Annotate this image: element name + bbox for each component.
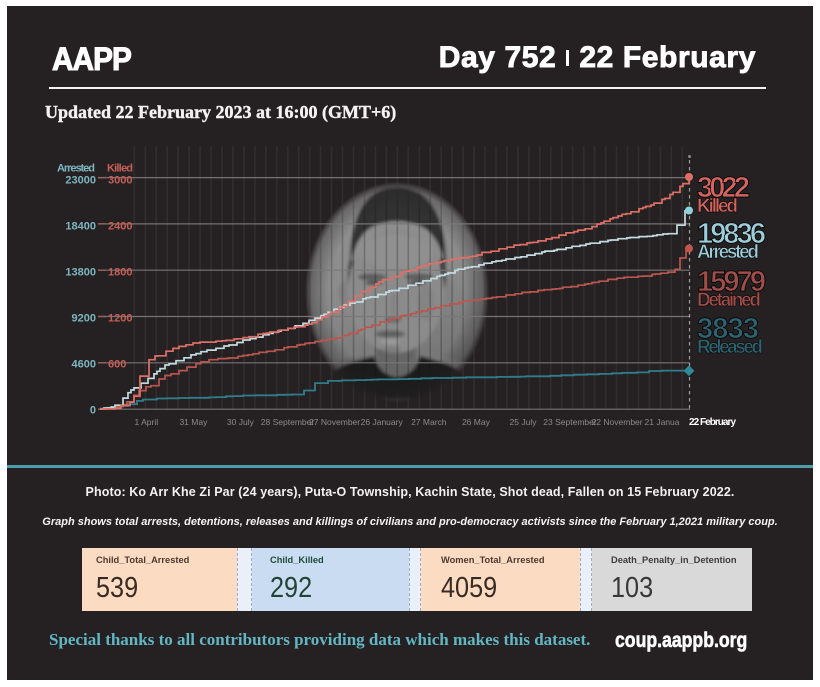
svg-text:25 July: 25 July xyxy=(510,417,538,427)
svg-text:0: 0 xyxy=(90,405,96,417)
svg-text:3833: 3833 xyxy=(697,313,759,345)
svg-text:Killed: Killed xyxy=(697,196,738,217)
svg-text:Arrested: Arrested xyxy=(697,242,759,263)
svg-text:26 January: 26 January xyxy=(361,417,404,427)
svg-text:27 March: 27 March xyxy=(411,417,447,427)
svg-text:Released: Released xyxy=(697,337,763,358)
svg-text:28 September: 28 September xyxy=(261,417,315,427)
svg-text:22 November: 22 November xyxy=(592,417,643,427)
svg-text:30 July: 30 July xyxy=(227,417,255,427)
svg-text:13800: 13800 xyxy=(65,267,96,279)
svg-text:1800: 1800 xyxy=(108,267,132,279)
svg-text:3022: 3022 xyxy=(697,172,750,204)
svg-text:3000: 3000 xyxy=(108,175,132,187)
svg-text:22 February: 22 February xyxy=(689,417,736,428)
svg-text:15979: 15979 xyxy=(697,266,766,298)
svg-text:Arrested: Arrested xyxy=(57,163,95,175)
svg-text:1200: 1200 xyxy=(108,313,132,325)
svg-text:21 Janua: 21 Janua xyxy=(645,417,680,427)
svg-text:23 September: 23 September xyxy=(543,417,597,427)
svg-text:Killed: Killed xyxy=(107,163,133,175)
svg-text:23000: 23000 xyxy=(65,175,96,187)
svg-text:4600: 4600 xyxy=(72,359,96,371)
svg-text:31 May: 31 May xyxy=(179,417,208,427)
svg-text:1 April: 1 April xyxy=(134,417,158,427)
svg-text:Detained: Detained xyxy=(697,290,761,311)
svg-text:18400: 18400 xyxy=(65,221,96,233)
svg-text:27 November: 27 November xyxy=(309,417,360,427)
svg-text:9200: 9200 xyxy=(72,313,96,325)
svg-text:26 May: 26 May xyxy=(462,417,491,427)
svg-text:19836: 19836 xyxy=(697,218,766,250)
svg-text:600: 600 xyxy=(108,359,126,371)
svg-text:2400: 2400 xyxy=(108,221,132,233)
